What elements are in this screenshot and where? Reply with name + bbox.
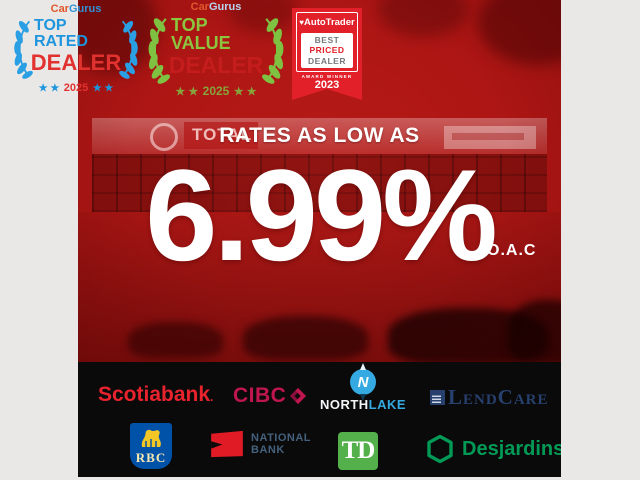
northlake-word-lake: LAKE [368, 397, 407, 412]
logo-cibc: CIBC [233, 384, 307, 408]
badge-autotrader-best-priced: ♥AutoTrader BEST PRICED DEALER AWARD WIN… [292, 8, 362, 100]
year-2025: 2025 [63, 81, 89, 94]
badge-cargurus-top-value: CarGurus TOP VALUE DEALER ★ ★ 2025 ★ ★ [144, 0, 288, 99]
logo-national-bank: NATIONAL BANK [210, 430, 311, 458]
rbc-wordmark: RBC [135, 450, 167, 465]
logo-desjardins: Desjardins [426, 434, 561, 464]
stars-right: ★ ★ [92, 82, 114, 94]
dealer-line: DEALER [308, 55, 346, 66]
lenders-band: Scotiabank. CIBC N NORTHLAKE [78, 362, 561, 477]
top-rated-subtitle: DEALER [30, 49, 122, 75]
cibc-wordmark: CIBC [233, 384, 287, 407]
compass-needle-south [360, 394, 366, 401]
td-letters: TD [341, 437, 376, 464]
stars-left: ★ ★ [38, 82, 60, 94]
desjardins-hexagon-icon [427, 434, 453, 464]
car-silhouette [128, 322, 223, 358]
logo-lendcare: LendCare [430, 385, 549, 410]
stars-right: ★ ★ [233, 85, 257, 98]
top-rated-title: TOP RATED [34, 16, 88, 50]
badge-cargurus-top-rated: CarGurus TOP RATED DEALER ★ ★ 2025 ★ ★ [10, 3, 142, 93]
scotiabank-registered-mark: . [210, 390, 214, 404]
scotiabank-wordmark: Scotiabank [98, 383, 211, 406]
northlake-wordmark: NORTHLAKE [320, 397, 406, 413]
top-value-title: TOP VALUE [171, 14, 231, 53]
rate-value-text: 6.99% [145, 142, 498, 288]
laurel-left-icon [148, 18, 170, 84]
tree-silhouette [478, 0, 561, 65]
laurel-right-icon [262, 18, 284, 84]
tree-silhouette [378, 0, 468, 37]
award-winner-text: AWARD WINNER [301, 74, 353, 79]
autotrader-wordmark: AutoTrader [304, 17, 355, 28]
laurel-right-icon [119, 20, 138, 79]
top-value-subtitle: DEALER [168, 51, 264, 78]
shield-inner-border [296, 12, 358, 72]
desjardins-wordmark: Desjardins [462, 437, 561, 460]
logo-rbc: RBC [130, 423, 172, 469]
cargurus-gurus: Gurus [68, 2, 102, 15]
lendcare-wordmark: LendCare [448, 385, 549, 409]
national-bank-flag-icon [211, 430, 243, 458]
td-square-icon: TD [338, 432, 378, 470]
best-line: BEST [314, 34, 340, 45]
priced-line: PRICED [309, 45, 345, 56]
car-silhouette [508, 300, 561, 362]
national-bank-line2: BANK [251, 444, 285, 456]
national-bank-wordmark: NATIONAL BANK [251, 432, 311, 456]
cargurus-gurus: Gurus [208, 0, 242, 13]
heart-icon: ♥ [299, 18, 305, 27]
best-priced-panel: BEST PRICED DEALER [301, 33, 353, 68]
compass-needle-north [360, 363, 366, 370]
northlake-compass-icon: N [350, 363, 376, 401]
rbc-shield-icon: RBC [130, 423, 172, 469]
logo-td: TD [338, 432, 378, 470]
stars-left: ★ ★ [175, 85, 199, 98]
northlake-n-letter: N [357, 373, 369, 391]
cargurus-logo: CarGurus [190, 0, 242, 13]
cargurus-logo: CarGurus [50, 2, 102, 15]
rates-kicker-text: RATES AS LOW AS [219, 124, 420, 147]
year-2025: 2025 [202, 83, 230, 98]
cargurus-car: Car [190, 0, 209, 13]
lendcare-steps-icon [430, 390, 445, 405]
logo-scotiabank: Scotiabank. [98, 383, 213, 407]
top-value-year-row: ★ ★ 2025 ★ ★ [175, 83, 256, 99]
northlake-word-north: NORTH [319, 397, 369, 412]
rbc-lion-icon [141, 429, 161, 447]
autotrader-logo: ♥AutoTrader [292, 17, 362, 28]
cargurus-car: Car [50, 2, 69, 15]
cibc-diamond-icon [290, 387, 307, 405]
logo-northlake: N NORTHLAKE [318, 363, 408, 413]
award-year-text: 2023 [314, 79, 340, 91]
laurel-left-icon [14, 20, 33, 79]
oac-condition-text: O.A.C [487, 242, 537, 259]
national-bank-line1: NATIONAL [251, 432, 312, 444]
car-silhouette [388, 308, 548, 362]
car-silhouette [243, 316, 368, 360]
top-rated-year-row: ★ ★ 2025 ★ ★ [39, 79, 114, 95]
